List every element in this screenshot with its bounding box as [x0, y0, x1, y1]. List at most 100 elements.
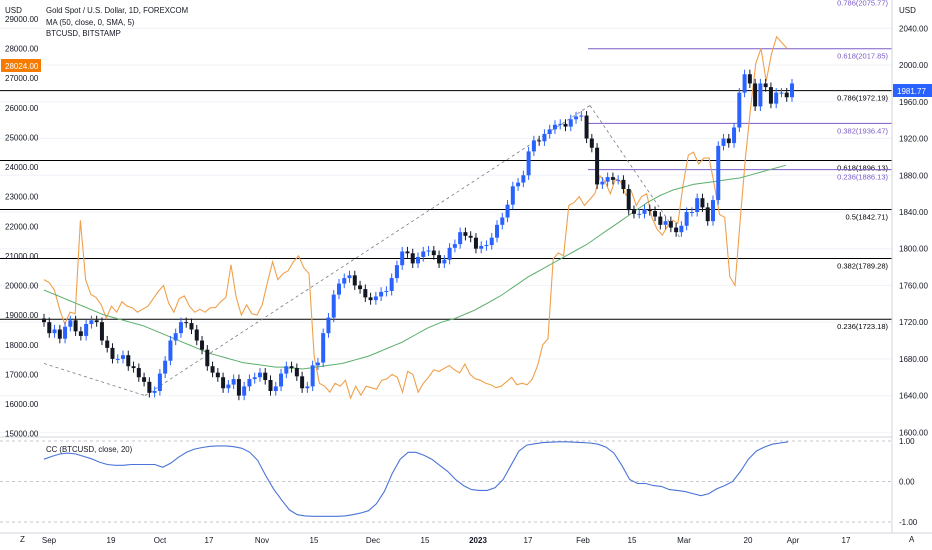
candle-body[interactable] [531, 140, 536, 152]
candle-body[interactable] [273, 386, 278, 392]
candle-body[interactable] [152, 391, 157, 393]
candle-body[interactable] [310, 365, 315, 387]
candle-body[interactable] [289, 366, 294, 369]
candle-body[interactable] [547, 129, 552, 134]
candle-body[interactable] [405, 251, 410, 254]
candle-body[interactable] [268, 379, 273, 392]
candle-body[interactable] [705, 207, 710, 222]
candle-body[interactable] [552, 124, 557, 130]
candle-body[interactable] [668, 221, 673, 228]
candle-body[interactable] [121, 355, 126, 359]
candle-body[interactable] [279, 373, 284, 387]
candle-body[interactable] [373, 296, 378, 301]
candle-body[interactable] [73, 320, 78, 332]
candle-body[interactable] [189, 323, 194, 330]
candle-body[interactable] [194, 329, 199, 341]
candle-body[interactable] [542, 133, 547, 142]
candle-body[interactable] [163, 360, 168, 374]
candle-body[interactable] [568, 119, 573, 127]
candle-body[interactable] [695, 198, 700, 212]
candle-body[interactable] [610, 177, 615, 180]
candle-body[interactable] [147, 381, 152, 393]
candle-body[interactable] [57, 329, 62, 339]
candle-body[interactable] [537, 140, 542, 142]
candle-body[interactable] [742, 74, 747, 93]
candle-body[interactable] [110, 347, 115, 359]
candle-body[interactable] [558, 123, 563, 125]
candle-body[interactable] [379, 291, 384, 297]
ma-legend[interactable]: MA (50, close, 0, SMA, 5) [46, 18, 135, 27]
candle-body[interactable] [431, 250, 436, 256]
candle-body[interactable] [505, 204, 510, 218]
candle-body[interactable] [184, 322, 189, 324]
candle-body[interactable] [732, 127, 737, 144]
candle-body[interactable] [157, 373, 162, 392]
candle-body[interactable] [463, 232, 468, 236]
candle-body[interactable] [521, 175, 526, 183]
candle-body[interactable] [358, 285, 363, 290]
candle-body[interactable] [790, 83, 794, 98]
candle-body[interactable] [747, 74, 752, 84]
candle-body[interactable] [52, 329, 57, 334]
candle-body[interactable] [626, 189, 631, 211]
candle-body[interactable] [674, 227, 679, 233]
candle-body[interactable] [631, 210, 636, 214]
candle-body[interactable] [226, 384, 231, 389]
candle-body[interactable] [347, 275, 352, 279]
candle-body[interactable] [115, 358, 120, 360]
right-price-axis[interactable]: 2040.00 2000.00 1960.00 1920.00 1880.00 1840.… [899, 24, 928, 437]
candle-body[interactable] [700, 198, 705, 208]
candle-body[interactable] [210, 366, 215, 373]
candle-body[interactable] [447, 247, 452, 260]
candle-body[interactable] [352, 275, 357, 286]
candle-body[interactable] [647, 209, 652, 212]
candle-body[interactable] [200, 340, 205, 350]
candle-body[interactable] [468, 235, 473, 238]
candle-body[interactable] [99, 322, 104, 341]
candle-body[interactable] [563, 123, 568, 127]
candle-body[interactable] [737, 92, 742, 128]
gold-candles[interactable] [42, 69, 794, 401]
candle-body[interactable] [131, 366, 136, 369]
candle-body[interactable] [458, 232, 463, 245]
candle-body[interactable] [252, 377, 257, 380]
candle-body[interactable] [426, 250, 431, 252]
candle-body[interactable] [221, 377, 226, 389]
candle-body[interactable] [384, 290, 389, 292]
candle-body[interactable] [437, 255, 442, 264]
candle-body[interactable] [716, 145, 721, 201]
auto-scale-toggle[interactable]: A [909, 535, 915, 544]
candle-body[interactable] [753, 83, 758, 107]
candle-body[interactable] [605, 177, 610, 182]
candle-body[interactable] [637, 213, 642, 215]
candle-body[interactable] [600, 181, 605, 185]
candle-body[interactable] [516, 182, 521, 187]
candle-body[interactable] [684, 211, 689, 226]
candle-body[interactable] [342, 278, 347, 284]
candle-body[interactable] [42, 318, 46, 323]
candle-body[interactable] [331, 294, 336, 318]
left-price-axis[interactable]: 29000.00 28000.00 27000.00 26000.00 25000.00… [5, 15, 39, 439]
candle-body[interactable] [257, 372, 262, 378]
candle-body[interactable] [579, 115, 584, 117]
candle-body[interactable] [452, 244, 457, 248]
candle-body[interactable] [584, 115, 589, 139]
candle-body[interactable] [774, 92, 779, 104]
candle-body[interactable] [168, 340, 173, 361]
candle-body[interactable] [173, 333, 178, 341]
candle-body[interactable] [294, 368, 299, 377]
candle-body[interactable] [574, 116, 579, 120]
candle-body[interactable] [421, 251, 426, 257]
candle-body[interactable] [336, 283, 341, 295]
candle-body[interactable] [473, 237, 478, 249]
candle-body[interactable] [363, 289, 368, 298]
candle-body[interactable] [215, 372, 220, 378]
candle-body[interactable] [621, 179, 626, 190]
candle-body[interactable] [642, 209, 647, 214]
candle-body[interactable] [68, 320, 73, 327]
candle-body[interactable] [763, 83, 768, 88]
candle-body[interactable] [489, 237, 494, 246]
candle-body[interactable] [768, 87, 773, 104]
candle-body[interactable] [400, 251, 405, 266]
candle-body[interactable] [484, 245, 489, 247]
